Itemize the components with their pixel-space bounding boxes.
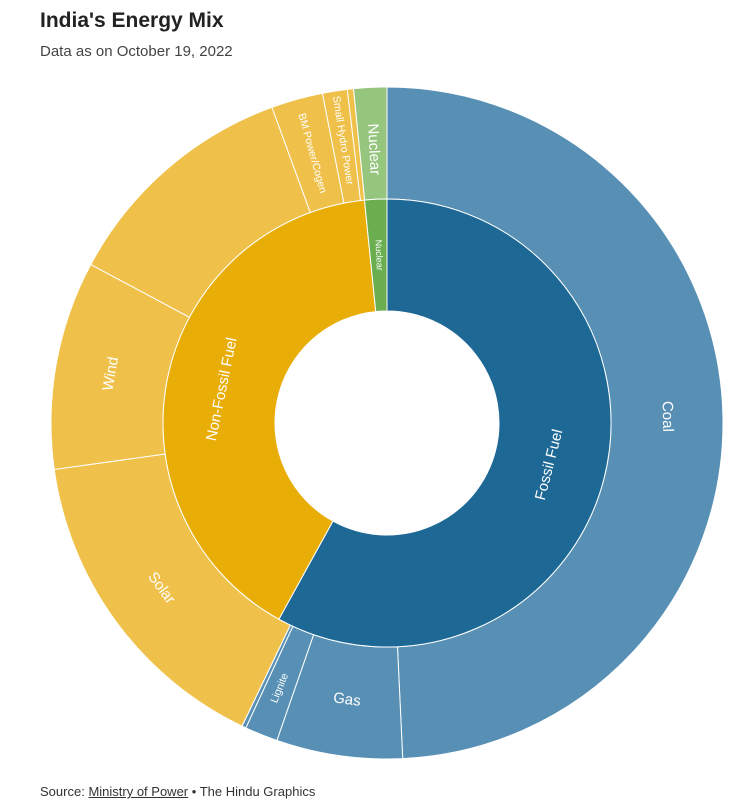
segment-label-nuclear: Nuclear xyxy=(364,123,384,175)
inner-ring xyxy=(162,198,612,648)
footer-separator: • xyxy=(191,784,197,799)
graphics-credit: The Hindu Graphics xyxy=(199,784,316,799)
segment-label-wind: Wind xyxy=(99,355,122,392)
inner-segment-fossil-fuel[interactable] xyxy=(278,198,612,648)
segment-label-nuclear: Nuclear xyxy=(373,239,385,270)
segment-label-gas: Gas xyxy=(332,689,362,710)
inner-segment-non-fossil-fuel[interactable] xyxy=(162,199,377,620)
source-prefix: Source: xyxy=(40,784,85,799)
inner-segment-nuclear[interactable] xyxy=(363,198,388,313)
source-link[interactable]: Ministry of Power xyxy=(88,784,189,799)
segment-label-coal: Coal xyxy=(659,401,677,432)
chart-title: India's Energy Mix xyxy=(40,9,224,32)
source-footer: Source: Ministry of Power • The Hindu Gr… xyxy=(40,784,315,799)
chart-subtitle: Data as on October 19, 2022 xyxy=(40,43,233,60)
outer-ring xyxy=(50,86,724,760)
